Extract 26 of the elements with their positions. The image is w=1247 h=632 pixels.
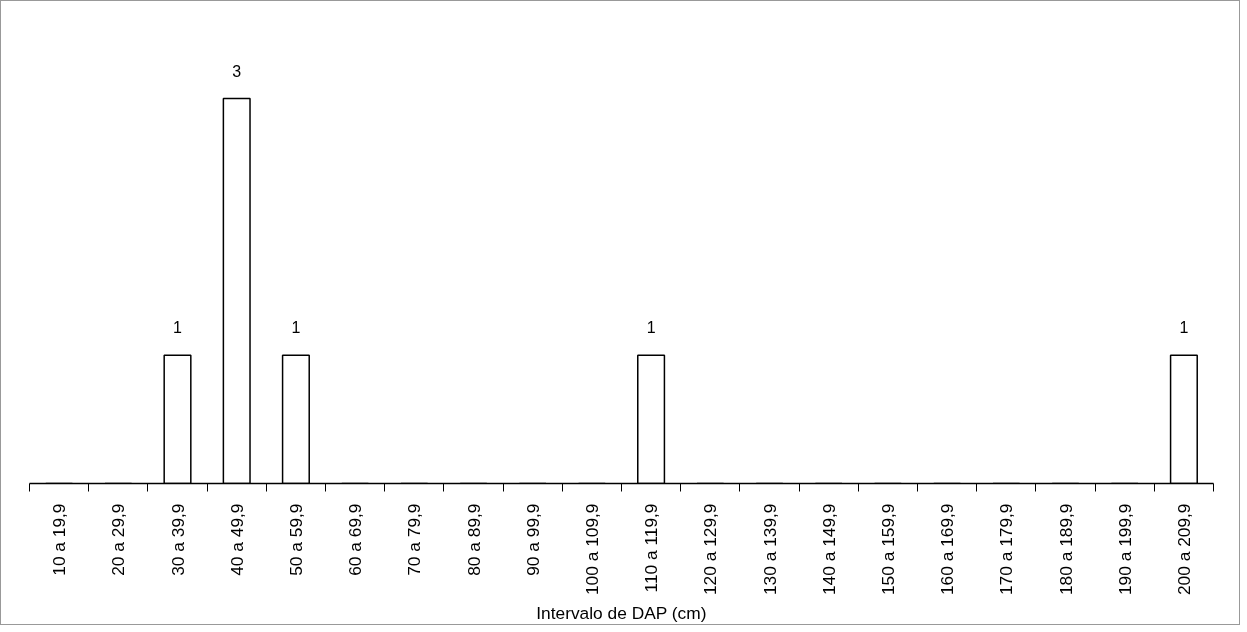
x-tick-label: 30 a 39,9 [167,503,188,576]
data-label: 1 [291,319,301,337]
x-tick-label: 60 a 69,9 [345,503,366,576]
x-tick-label: 100 a 109,9 [581,503,602,596]
x-tick-label: 20 a 29,9 [108,503,129,576]
x-tick-label: 70 a 79,9 [404,503,425,576]
x-tick-label: 160 a 169,9 [937,503,958,596]
x-tick-label: 150 a 159,9 [877,503,898,596]
x-tick-label: 120 a 129,9 [700,503,721,596]
x-tick-label: 190 a 199,9 [1114,503,1135,596]
x-tick-label: 110 a 119,9 [641,503,662,593]
data-label: 1 [173,319,183,337]
x-tick-label: 170 a 179,9 [996,503,1017,596]
data-label: 1 [646,319,656,337]
x-tick-label: 200 a 209,9 [1173,503,1194,596]
data-label: 1 [1179,319,1189,337]
x-tick-label: 40 a 49,9 [226,503,247,576]
x-tick-label: 50 a 59,9 [285,503,306,576]
x-tick-label: 130 a 139,9 [759,503,780,596]
x-tick-label: 80 a 89,9 [463,503,484,576]
data-label: 3 [232,62,242,80]
x-tick-label: 10 a 19,9 [49,503,70,576]
x-tick-label: 180 a 189,9 [1055,503,1076,596]
x-tick-label: 140 a 149,9 [818,503,839,596]
x-tick-label: 90 a 99,9 [522,503,543,576]
x-axis-title: Intervalo de DAP (cm) [536,603,707,624]
